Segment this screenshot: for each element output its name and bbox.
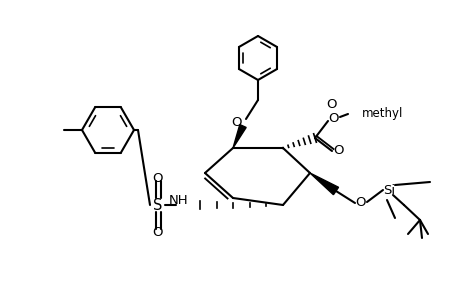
Polygon shape (233, 124, 246, 148)
Text: O: O (326, 98, 336, 110)
Text: O: O (152, 226, 163, 238)
Polygon shape (309, 173, 338, 195)
Text: NH: NH (168, 194, 188, 208)
Text: O: O (355, 196, 365, 208)
Text: O: O (328, 112, 339, 125)
Text: O: O (333, 145, 343, 158)
Text: Si: Si (382, 184, 394, 196)
Text: O: O (152, 172, 163, 184)
Text: O: O (231, 116, 242, 130)
Text: S: S (153, 197, 162, 212)
Text: methyl: methyl (361, 107, 403, 121)
